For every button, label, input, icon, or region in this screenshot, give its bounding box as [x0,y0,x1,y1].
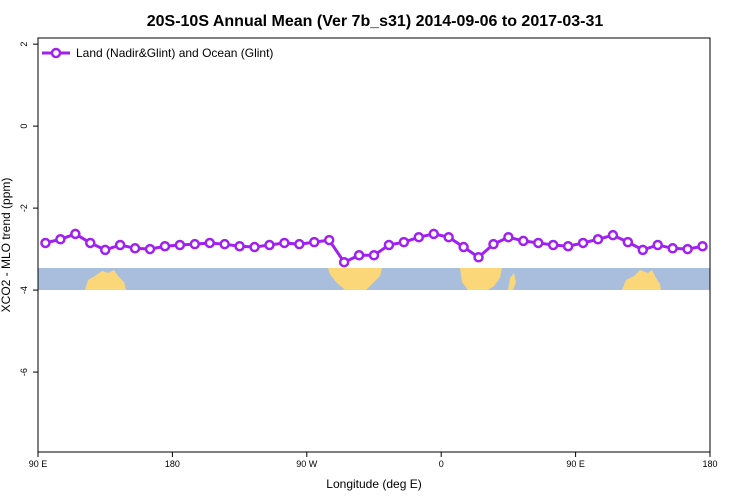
data-point [518,235,529,247]
x-axis-title: Longitude (deg E) [326,477,421,491]
data-point [577,237,589,249]
y-axis-title: XCO2 - MLO trend (ppm) [0,178,13,313]
data-point [503,231,514,243]
data-point [592,234,604,245]
data-point [562,240,574,252]
data-point [398,236,410,248]
data-point [353,249,365,261]
map-strip [38,268,710,290]
data-point [323,234,335,246]
data-point [667,243,678,254]
data-point [622,236,634,248]
data-point [279,237,290,249]
data-point [338,256,350,268]
data-point [294,238,305,250]
data-point [144,243,156,255]
data-point [682,243,693,255]
data-point [309,236,320,248]
data-point [383,239,395,251]
y-tick-label: -4 [19,286,29,294]
data-point [547,239,559,251]
data-point [264,239,275,251]
data-point [533,237,544,249]
data-point [234,240,245,252]
x-tick-label: 180 [702,459,717,469]
data-point [443,231,454,243]
data-point [189,238,201,250]
y-tick-label: 0 [19,124,29,129]
data-point [652,239,663,251]
data-point [159,240,171,252]
data-point [428,228,439,240]
data-point [174,239,186,251]
x-tick-label: 90 E [566,459,585,469]
data-point [607,229,619,241]
data-point [204,237,215,249]
legend: Land (Nadir&Glint) and Ocean (Glint) [42,46,273,60]
data-point [55,234,66,245]
data-point [368,249,380,261]
y-tick-label: -6 [19,368,29,376]
data-point [219,238,230,250]
data-point [40,237,51,249]
plot-frame [37,37,711,453]
x-tick-label: 0 [439,459,444,469]
data-point [85,237,96,249]
x-tick-label: 90 W [296,459,318,469]
legend-label: Land (Nadir&Glint) and Ocean (Glint) [76,46,273,60]
x-tick-label: 180 [165,459,180,469]
data-point [473,252,484,263]
y-tick-label: -2 [19,204,29,212]
data-point [697,240,708,252]
data-point [129,243,141,254]
data-point [249,241,260,253]
data-point [99,244,111,256]
data-point [637,244,649,256]
data-point [488,238,499,250]
y-tick-label: 2 [19,42,29,47]
data-point [70,228,81,240]
chart-title: 20S-10S Annual Mean (Ver 7b_s31) 2014-09… [147,13,604,30]
data-point [413,231,425,243]
data-point [458,241,469,253]
x-tick-label: 90 E [29,459,48,469]
data-point [114,239,126,251]
legend-marker [50,47,62,59]
